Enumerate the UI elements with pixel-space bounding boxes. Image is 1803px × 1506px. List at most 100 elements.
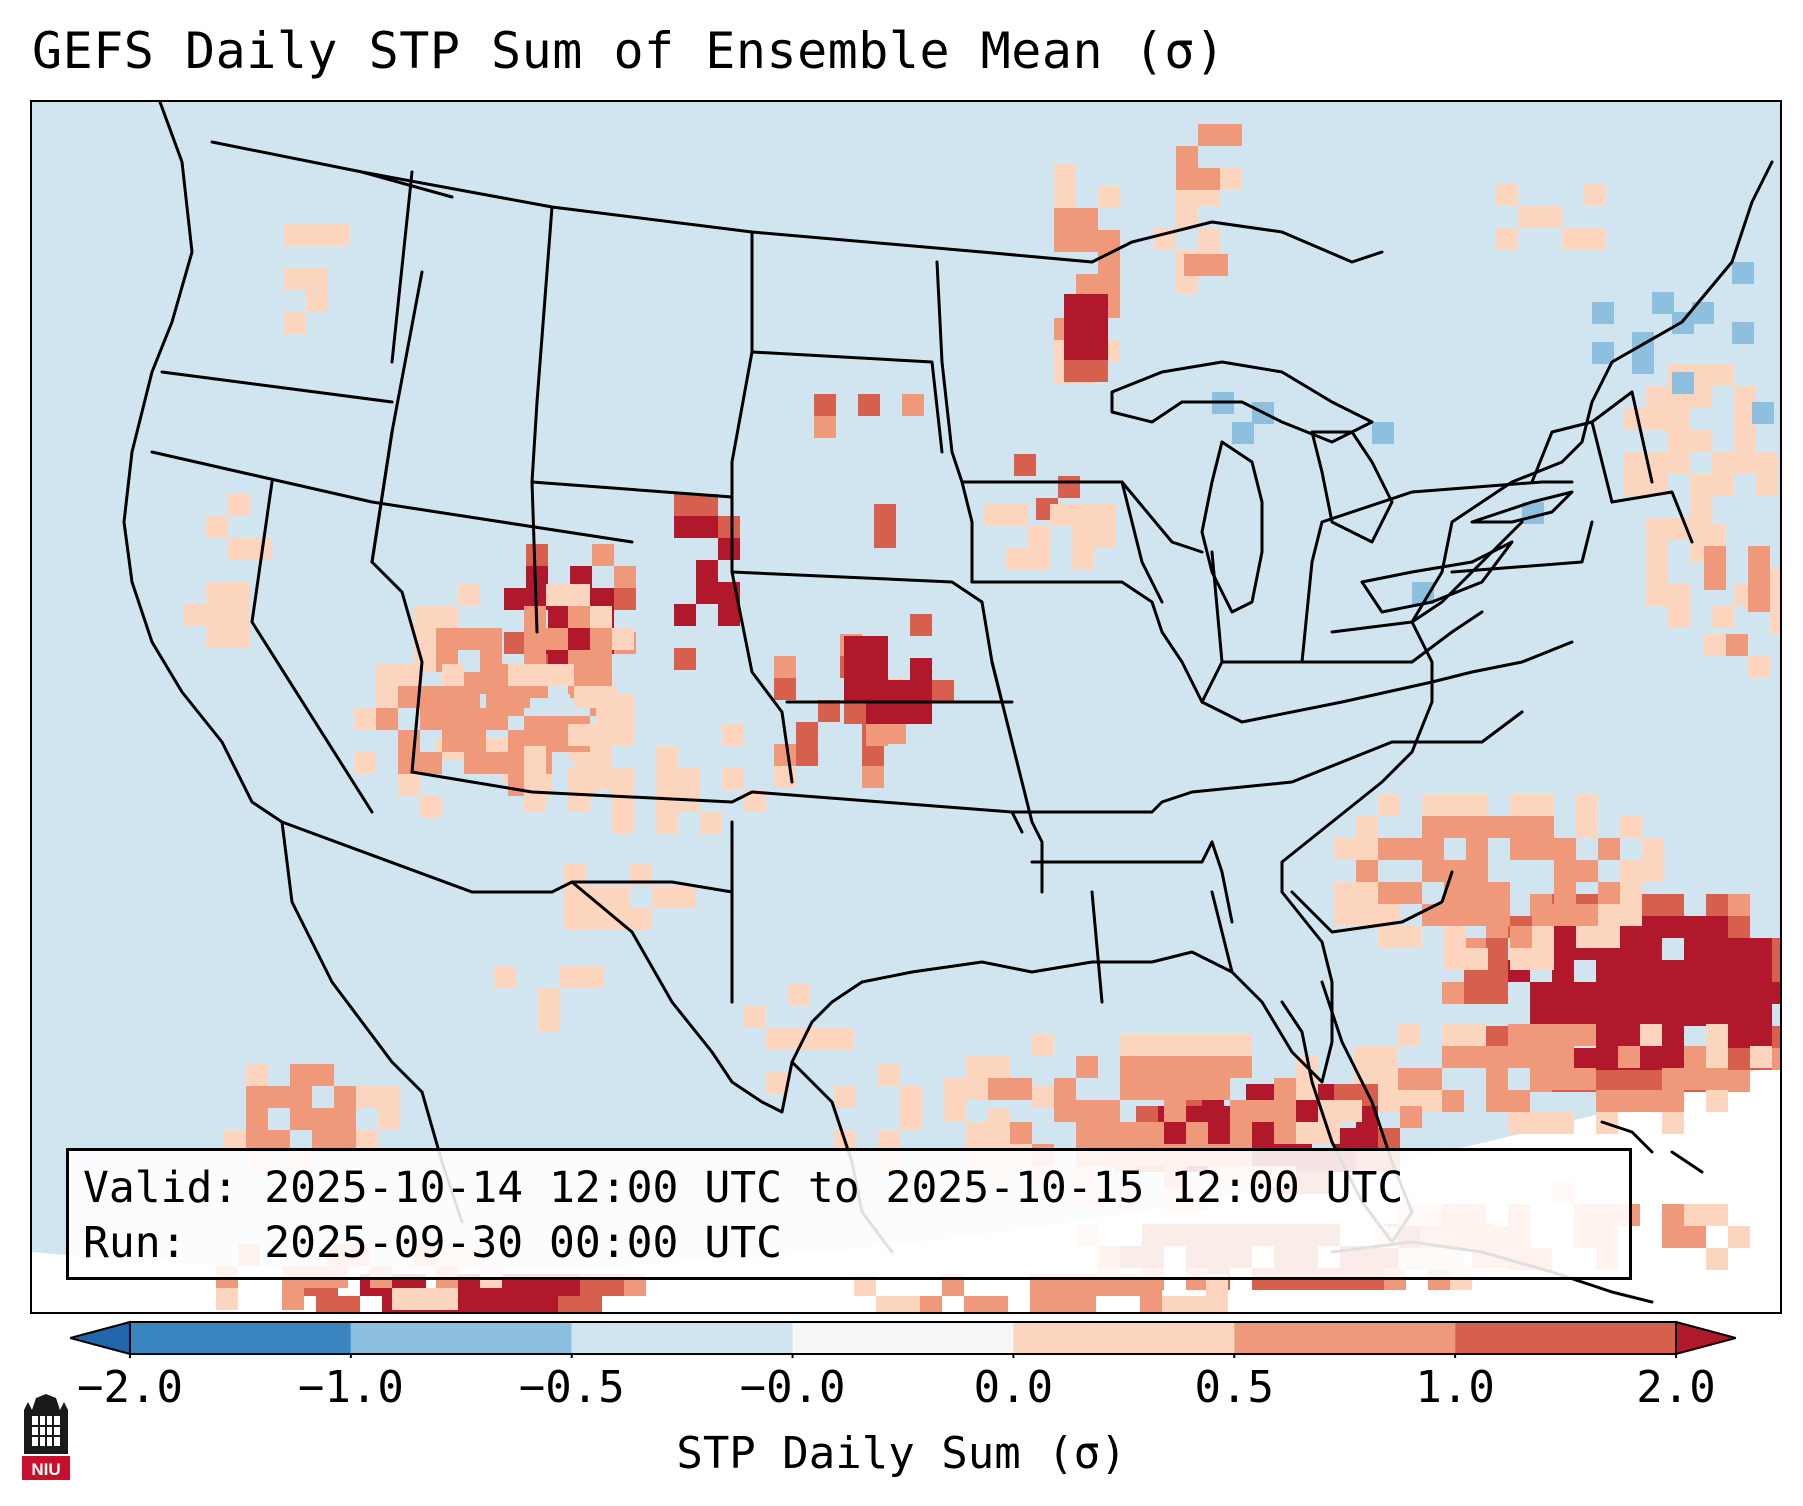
stp-cell: [354, 708, 376, 730]
stp-cell: [612, 768, 634, 790]
stp-cell: [1098, 252, 1120, 274]
stp-cell: [1684, 1046, 1706, 1068]
colorbar: [70, 1320, 1736, 1358]
stp-cell: [1028, 548, 1050, 570]
stp-cell: [1684, 960, 1706, 982]
stp-cell: [568, 606, 590, 628]
stp-cell: [1662, 960, 1684, 982]
stp-cell: [1054, 164, 1076, 186]
stp-cell: [464, 708, 486, 730]
stp-cell: [796, 722, 818, 744]
stp-cell: [1706, 1024, 1728, 1046]
stp-cell: [1618, 1046, 1640, 1068]
state-border: [370, 430, 394, 564]
colorbar-tick-label: −0.5: [518, 1362, 625, 1413]
stp-cell: [442, 664, 464, 686]
stp-cell: [526, 566, 548, 588]
stp-cell: [1668, 584, 1690, 606]
stp-cell: [1748, 590, 1770, 612]
stp-cell: [1598, 882, 1620, 904]
stp-cell: [1706, 960, 1728, 982]
stp-cell: [216, 1288, 238, 1310]
stp-cell: [1274, 1122, 1296, 1144]
stp-cell: [1050, 504, 1072, 526]
stp-cell: [1464, 1046, 1486, 1068]
stp-cell: [1466, 860, 1488, 882]
stp-cell: [1596, 1070, 1618, 1092]
stp-cell: [1706, 916, 1728, 938]
stp-cell: [546, 628, 568, 650]
stp-cell: [524, 790, 546, 812]
run-time: 2025-09-30 00:00 UTC: [264, 1218, 782, 1268]
stp-cell: [1356, 904, 1378, 926]
stp-cell: [1662, 1112, 1684, 1134]
stp-cell: [480, 628, 502, 650]
stp-cell: [1640, 960, 1662, 982]
state-border: [990, 660, 1044, 894]
stp-cell: [1712, 474, 1734, 496]
stp-cell: [1642, 860, 1664, 882]
stp-cell: [608, 886, 630, 908]
stp-cell: [1552, 1046, 1574, 1068]
stp-cell: [1640, 1090, 1662, 1112]
stp-cell: [1488, 816, 1510, 838]
stp-cell: [1376, 1090, 1398, 1112]
stp-cell: [1690, 474, 1712, 496]
stp-cell: [612, 628, 634, 650]
stp-cell: [614, 588, 636, 610]
logo-text: NIU: [31, 1460, 60, 1479]
stp-cell: [1032, 1086, 1054, 1108]
stp-cell: [964, 1296, 986, 1312]
state-border: [1010, 790, 1194, 814]
stp-cell: [1640, 916, 1662, 938]
stp-cell: [1334, 904, 1356, 926]
stp-cell: [1596, 1004, 1618, 1026]
stp-cell: [1356, 816, 1378, 838]
stp-cell: [1184, 1296, 1206, 1312]
stp-cell: [1706, 1090, 1728, 1112]
stp-cell: [902, 394, 924, 416]
stp-cell: [1750, 1026, 1772, 1048]
stp-cell: [1704, 546, 1726, 568]
stp-cell: [458, 584, 480, 606]
stp-cell: [1422, 794, 1444, 816]
state-border: [530, 205, 554, 484]
stp-cell: [1632, 352, 1654, 374]
stp-cell: [224, 1130, 246, 1152]
state-border: [1670, 1150, 1704, 1174]
stp-cell: [1706, 894, 1728, 916]
stp-cell: [898, 1296, 920, 1312]
stp-cell: [1652, 292, 1674, 314]
stp-cell: [910, 702, 932, 724]
stp-cell: [1508, 1046, 1530, 1068]
stp-cell: [1552, 1112, 1574, 1134]
stp-cell: [1646, 518, 1668, 540]
stp-cell: [1488, 904, 1510, 926]
stp-cell: [1076, 274, 1098, 296]
stp-cell: [1576, 816, 1598, 838]
state-border: [1090, 890, 1104, 1004]
stp-cell: [1750, 1004, 1772, 1026]
stp-cell: [442, 730, 464, 752]
stp-cell: [1094, 526, 1116, 548]
stp-cell: [1230, 1034, 1252, 1056]
stp-cell: [1618, 1004, 1640, 1026]
stp-cell: [1618, 1026, 1640, 1048]
colorbar-segment: [571, 1322, 793, 1354]
state-border: [1200, 440, 1264, 614]
stp-cell: [1198, 124, 1220, 146]
stp-cell: [932, 680, 954, 702]
stp-cell: [876, 1296, 898, 1312]
stp-cell: [1552, 938, 1574, 960]
stp-cell: [1466, 904, 1488, 926]
stp-cell: [1562, 228, 1584, 250]
stp-cell: [1334, 882, 1356, 904]
stp-cell: [1378, 882, 1400, 904]
state-border: [1450, 520, 1594, 574]
state-border: [1360, 540, 1514, 614]
stp-cell: [700, 812, 722, 834]
stp-cell: [1552, 1024, 1574, 1046]
stp-cell: [1618, 960, 1640, 982]
stp-cell: [206, 626, 228, 648]
stp-cell: [486, 708, 508, 730]
